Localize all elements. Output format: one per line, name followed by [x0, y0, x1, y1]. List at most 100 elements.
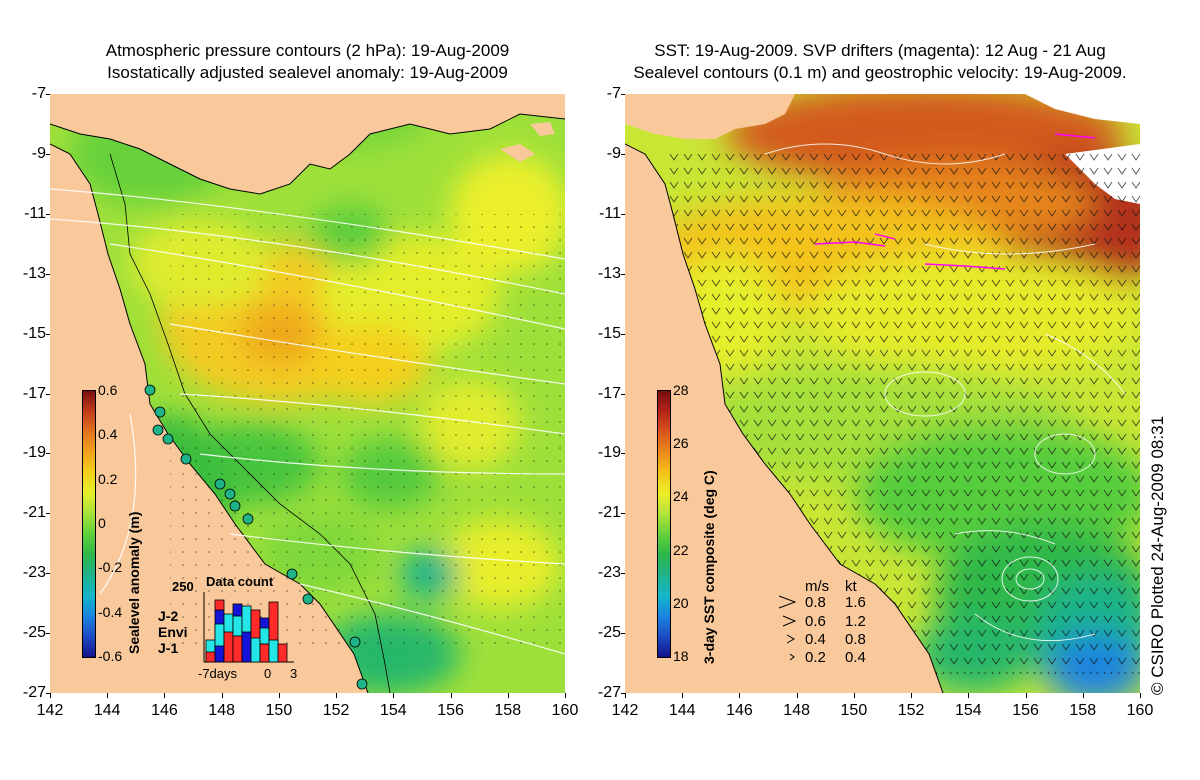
lon-tick-mark: [796, 693, 798, 698]
lon-tick-mark: [739, 693, 741, 698]
data-count-xlabel-end: 3: [290, 666, 298, 681]
lon-tick-mark: [50, 693, 51, 698]
lon-tick-mark: [682, 693, 684, 698]
lon-tick-mark: [164, 693, 166, 698]
sla-colorbar-tick: -0.6: [98, 648, 123, 664]
lat-tick-label: -27: [597, 684, 621, 701]
right-panel-title: SST: 19-Aug-2009. SVP drifters (magenta)…: [595, 40, 1165, 84]
lat-tick-label: -19: [22, 444, 46, 462]
lon-tick-label: 156: [1012, 702, 1039, 719]
lat-tick-label: -7: [31, 85, 46, 102]
sat-label-j1: J-1: [158, 640, 179, 656]
lon-tick-mark: [221, 693, 223, 698]
lat-tick-label: -9: [31, 144, 46, 162]
lon-tick-label: 148: [783, 702, 810, 719]
lon-tick-mark: [1140, 693, 1141, 698]
legend-row-2-ms: 0.6: [805, 613, 826, 630]
legend-row-2-kt: 1.2: [845, 613, 866, 630]
lat-tick-label: -11: [599, 204, 621, 222]
data-count-title: Data count: [206, 574, 274, 589]
sst-colorbar-tick: 26: [673, 435, 689, 452]
sla-colorbar-tick: 0.6: [98, 382, 118, 398]
sst-colorbar-tick: 20: [673, 594, 689, 611]
lat-tick-label: -11: [24, 204, 46, 222]
sealevel-anomaly-map: 0.6 0.4 0.2 0 -0.2 -0.4 -0.6 Sealevel anomaly …: [50, 94, 565, 693]
lat-tick-mark: [621, 513, 625, 515]
lat-tick-label: -23: [597, 564, 621, 582]
lon-tick-label: 152: [322, 702, 350, 719]
lon-tick-mark: [278, 693, 280, 698]
lat-tick-label: -7: [606, 85, 621, 102]
right-title-line2: Sealevel contours (0.1 m) and geostrophi…: [633, 63, 1127, 82]
sst-colorbar-tick: 24: [673, 488, 689, 505]
lon-tick-label: 156: [437, 702, 464, 719]
lon-tick-label: 154: [379, 702, 407, 719]
lon-tick-label: 158: [494, 702, 522, 719]
lat-tick-label: -9: [606, 144, 621, 162]
lat-tick-mark: [621, 633, 625, 635]
data-count-xlabel-start: -7days: [198, 666, 238, 681]
sst-colorbar-tick: 18: [673, 648, 689, 664]
lat-tick-label: -23: [22, 564, 46, 582]
lat-tick-mark: [621, 153, 625, 155]
lon-tick-mark: [1082, 693, 1084, 698]
sst-map: 28 26 24 22 20 18 3-day SST composite (deg C)…: [625, 94, 1140, 693]
lon-tick-label: 146: [151, 702, 178, 719]
data-count-histogram: [203, 592, 294, 663]
lat-tick-mark: [621, 573, 625, 575]
new-guinea-land: [625, 94, 795, 139]
lat-tick-mark: [46, 453, 50, 455]
sla-colorbar-title: Sealevel anomaly (m): [126, 511, 142, 654]
sla-colorbar-tick: 0.4: [98, 426, 118, 443]
sla-data-points: [170, 214, 565, 654]
lon-tick-label: 148: [208, 702, 235, 719]
lon-tick-label: 146: [726, 702, 753, 719]
left-title-line1: Atmospheric pressure contours (2 hPa): 1…: [105, 41, 510, 60]
lon-tick-label: 142: [36, 702, 64, 719]
legend-header-kt: kt: [845, 578, 857, 595]
australia-land-overlay: [625, 144, 943, 693]
legend-row-4-kt: 0.4: [845, 649, 866, 666]
lon-tick-mark: [393, 693, 395, 698]
lat-tick-mark: [621, 213, 625, 215]
lat-tick-label: -25: [22, 624, 46, 642]
sla-colorbar-tick: -0.2: [98, 559, 123, 576]
sla-colorbar-tick: -0.4: [98, 603, 123, 620]
sla-colorbar-tick: 0: [98, 515, 106, 531]
copyright-notice: © CSIRO Plotted 24-Aug-2009 08:31: [1148, 415, 1167, 695]
lat-tick-label: -15: [597, 324, 621, 342]
sst-map-svg: [625, 94, 1140, 693]
legend-row-3-kt: 0.8: [845, 631, 866, 648]
tide-gauges: [144, 384, 368, 690]
lon-tick-label: 144: [668, 702, 696, 719]
lat-tick-mark: [46, 153, 50, 155]
lon-tick-mark: [336, 693, 338, 698]
data-count-ymax: 250: [172, 579, 194, 594]
legend-row-3-ms: 0.4: [805, 631, 826, 648]
lat-tick-mark: [46, 633, 50, 635]
sst-colorbar-tick: 28: [673, 382, 689, 398]
legend-row-1-ms: 0.8: [805, 594, 826, 611]
lat-tick-mark: [46, 273, 50, 275]
lon-tick-label: 150: [265, 702, 293, 719]
lat-tick-mark: [46, 333, 50, 335]
lon-tick-label: 160: [1126, 702, 1154, 719]
lat-tick-mark: [621, 693, 625, 694]
lon-tick-label: 152: [897, 702, 925, 719]
lat-tick-label: -17: [22, 384, 46, 402]
sst-colorbar-title: 3-day SST composite (deg C): [701, 470, 717, 664]
sat-label-envi: Envi: [158, 624, 188, 640]
lat-tick-label: -27: [22, 684, 46, 701]
sst-colorbar: [657, 390, 671, 658]
new-guinea-land: [50, 94, 565, 194]
lon-tick-mark: [853, 693, 855, 698]
lon-tick-label: 154: [954, 702, 982, 719]
lat-tick-label: -13: [22, 264, 46, 282]
lon-tick-label: 142: [611, 702, 639, 719]
sla-map-svg: [50, 94, 565, 693]
lat-tick-mark: [621, 273, 625, 275]
lat-tick-mark: [46, 94, 50, 95]
left-title-line2: Isostatically adjusted sealevel anomaly:…: [107, 63, 508, 82]
lat-tick-mark: [46, 573, 50, 575]
legend-arrow-glyphs: [778, 595, 797, 661]
